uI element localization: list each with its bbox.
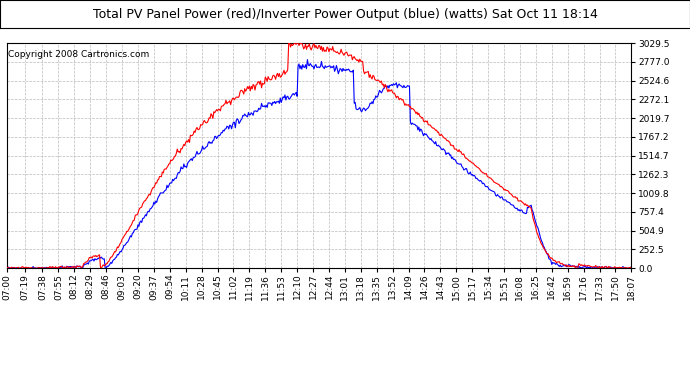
- Text: Copyright 2008 Cartronics.com: Copyright 2008 Cartronics.com: [8, 50, 150, 59]
- Text: Total PV Panel Power (red)/Inverter Power Output (blue) (watts) Sat Oct 11 18:14: Total PV Panel Power (red)/Inverter Powe…: [92, 8, 598, 21]
